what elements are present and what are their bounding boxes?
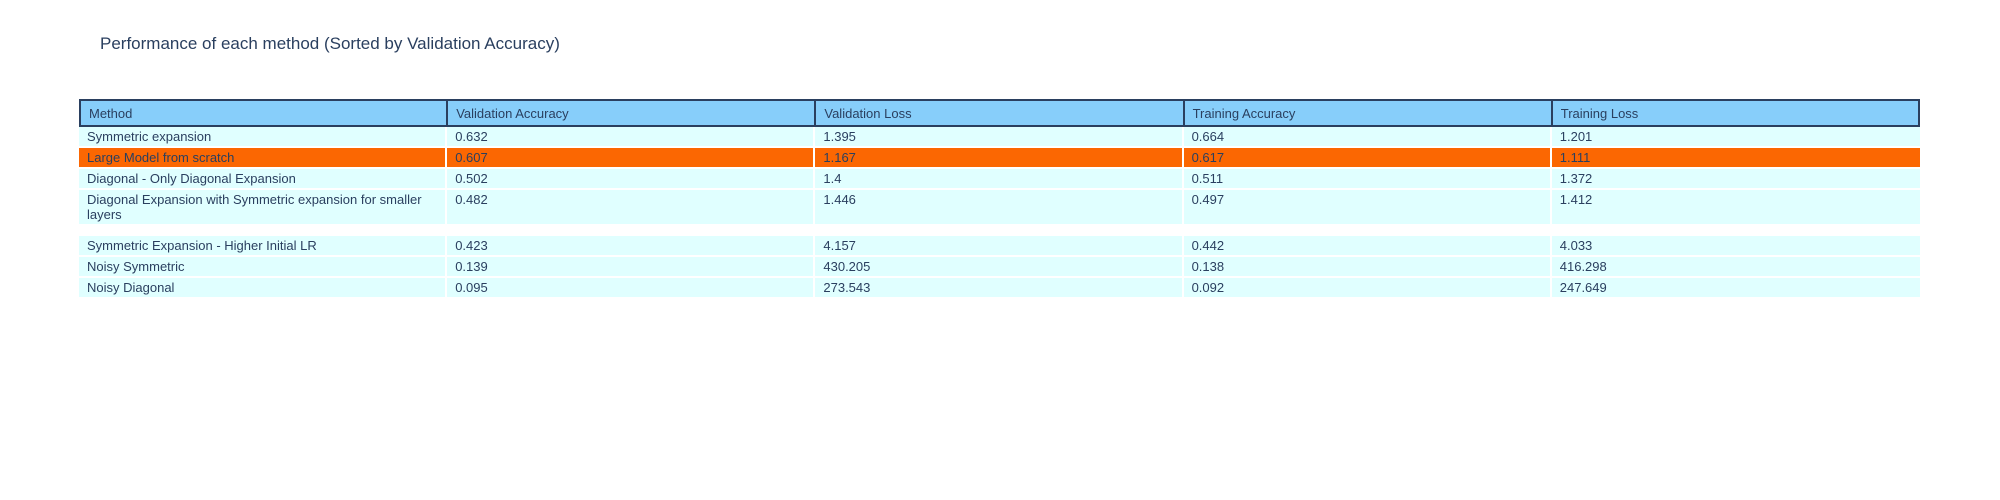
value-cell: 0.664: [1183, 127, 1552, 148]
value-cell: 0.511: [1183, 169, 1552, 190]
table-row: Symmetric Expansion - Higher Initial LR 0…: [79, 236, 1920, 257]
table-row-highlighted: Large Model from scratch 0.607 1.167 0.617 1…: [79, 148, 1920, 169]
header-row: Method Validation Accuracy Validation Lo…: [79, 99, 1920, 127]
value-cell: 0.617: [1183, 148, 1552, 169]
value-cell: 273.543: [815, 278, 1184, 299]
column-header-method: Method: [79, 99, 448, 127]
method-cell: Diagonal Expansion with Symmetric expans…: [79, 190, 448, 236]
value-cell: 4.033: [1551, 236, 1920, 257]
value-cell: 0.607: [447, 148, 816, 169]
value-cell: 1.446: [815, 190, 1184, 236]
value-cell: 0.482: [447, 190, 816, 236]
method-cell: Symmetric Expansion - Higher Initial LR: [79, 236, 448, 257]
value-cell: 247.649: [1551, 278, 1920, 299]
value-cell: 1.167: [815, 148, 1184, 169]
table-row: Diagonal Expansion with Symmetric expans…: [79, 190, 1920, 236]
value-cell: 0.139: [447, 257, 816, 278]
value-cell: 0.138: [1183, 257, 1552, 278]
table-row: Noisy Symmetric 0.139 430.205 0.138 416.298: [79, 257, 1920, 278]
value-cell: 430.205: [815, 257, 1184, 278]
table-body: Symmetric expansion 0.632 1.395 0.664 1.201 L…: [79, 127, 1920, 299]
table-row: Noisy Diagonal 0.095 273.543 0.092 247.649: [79, 278, 1920, 299]
value-cell: 0.423: [447, 236, 816, 257]
value-cell: 0.632: [447, 127, 816, 148]
value-cell: 1.372: [1551, 169, 1920, 190]
value-cell: 0.442: [1183, 236, 1552, 257]
figure-title: Performance of each method (Sorted by Va…: [100, 34, 560, 53]
column-header-validation-loss: Validation Loss: [815, 99, 1184, 127]
value-cell: 1.4: [815, 169, 1184, 190]
value-cell: 1.412: [1551, 190, 1920, 236]
column-header-validation-accuracy: Validation Accuracy: [447, 99, 816, 127]
value-cell: 0.502: [447, 169, 816, 190]
column-header-training-accuracy: Training Accuracy: [1183, 99, 1552, 127]
table-row: Diagonal - Only Diagonal Expansion 0.502 1…: [79, 169, 1920, 190]
method-cell: Large Model from scratch: [79, 148, 448, 169]
value-cell: 1.201: [1551, 127, 1920, 148]
value-cell: 4.157: [815, 236, 1184, 257]
value-cell: 1.111: [1551, 148, 1920, 169]
method-cell: Noisy Diagonal: [79, 278, 448, 299]
table-header: Method Validation Accuracy Validation Lo…: [79, 99, 1920, 127]
method-cell: Diagonal - Only Diagonal Expansion: [79, 169, 448, 190]
method-cell: Symmetric expansion: [79, 127, 448, 148]
value-cell: 1.395: [815, 127, 1184, 148]
value-cell: 0.095: [447, 278, 816, 299]
value-cell: 0.092: [1183, 278, 1552, 299]
value-cell: 416.298: [1551, 257, 1920, 278]
column-header-training-loss: Training Loss: [1551, 99, 1920, 127]
value-cell: 0.497: [1183, 190, 1552, 236]
method-cell: Noisy Symmetric: [79, 257, 448, 278]
performance-table: Method Validation Accuracy Validation Lo…: [79, 99, 1920, 299]
table-row: Symmetric expansion 0.632 1.395 0.664 1.201: [79, 127, 1920, 148]
